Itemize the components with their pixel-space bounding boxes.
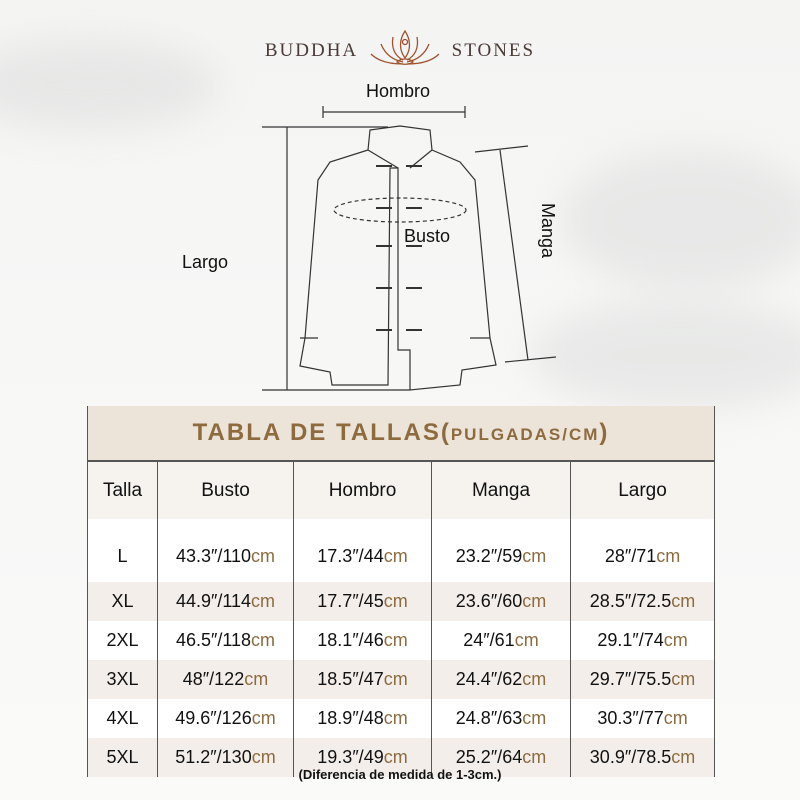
column-header: Talla — [87, 461, 158, 519]
length-label: Largo — [182, 252, 229, 272]
measurement-cell: 28″/71cm — [569, 519, 716, 582]
measurement-cell: 18.5″/47cm — [293, 660, 432, 699]
size-cell: XL — [87, 582, 158, 621]
brand-left: BUDDHA — [264, 40, 359, 61]
mountain-mist — [560, 150, 800, 290]
column-header: Busto — [157, 461, 294, 519]
size-cell: 3XL — [87, 660, 158, 699]
measurement-cell: 18.1″/46cm — [293, 621, 432, 660]
table-title: TABLA DE TALLAS(PULGADAS/CM) — [86, 406, 716, 462]
chest-measure-line — [333, 197, 467, 223]
measurement-cell: 44.9″/114cm — [157, 582, 294, 621]
measurement-cell: 19.3″/49cm — [293, 738, 432, 777]
table-row: 3XL 48″/122cm 18.5″/47cm 24.4″/62cm 29.7″/75… — [87, 660, 716, 699]
measurement-note: (Diferencia de medida de 1-3cm.) — [298, 767, 502, 782]
brand-right: STONES — [451, 40, 536, 61]
measurement-cell: 18.9″/48cm — [293, 699, 432, 738]
sleeve-label: Manga — [538, 202, 559, 259]
table-row: 5XL 51.2″/130cm 19.3″/49cm 25.2″/64cm 30.9″/… — [87, 738, 716, 777]
measurement-cell: 17.3″/44cm — [293, 519, 432, 582]
measurement-cell: 30.9″/78.5cm — [569, 738, 716, 777]
size-table: TABLA DE TALLAS(PULGADAS/CM) Talla Busto… — [86, 406, 716, 777]
measurement-cell: 25.2″/64cm — [431, 738, 571, 777]
table-row: 4XL 49.6″/126cm 18.9″/48cm 24.8″/63cm 30.3″/… — [87, 699, 716, 738]
mountain-mist — [530, 300, 800, 410]
measurement-cell: 51.2″/130cm — [157, 738, 294, 777]
measurement-cell: 49.6″/126cm — [157, 699, 294, 738]
measurement-cell: 29.1″/74cm — [569, 621, 716, 660]
column-header: Manga — [431, 461, 571, 519]
sleeve-measure-line — [499, 149, 529, 361]
shoulder-label: Hombro — [366, 81, 431, 101]
column-header: Hombro — [293, 461, 432, 519]
lotus-meditation-icon — [365, 28, 445, 74]
measurement-cell: 23.6″/60cm — [431, 582, 571, 621]
column-header: Largo — [569, 461, 716, 519]
measurement-cell: 30.3″/77cm — [569, 699, 716, 738]
size-cell: 2XL — [87, 621, 158, 660]
measurement-cell: 43.3″/110cm — [157, 519, 294, 582]
jacket-outline — [299, 125, 497, 391]
measurement-cell: 46.5″/118cm — [157, 621, 294, 660]
chest-label: Busto — [404, 226, 451, 246]
size-cell: 4XL — [87, 699, 158, 738]
measurement-cell: 48″/122cm — [157, 660, 294, 699]
table-row: XL 44.9″/114cm 17.7″/45cm 23.6″/60cm 28.5″/7… — [87, 582, 716, 621]
table-row: L 43.3″/110cm 17.3″/44cm 23.2″/59cm 28″/71cm — [87, 519, 716, 582]
measurement-cell: 17.7″/45cm — [293, 582, 432, 621]
measurement-cell: 28.5″/72.5cm — [569, 582, 716, 621]
size-cell: L — [87, 519, 158, 582]
measurement-cell: 24.4″/62cm — [431, 660, 571, 699]
mountain-mist — [0, 40, 220, 130]
jacket-diagram — [262, 106, 557, 391]
measurement-cell: 24.8″/63cm — [431, 699, 571, 738]
table-row: 2XL 46.5″/118cm 18.1″/46cm 24″/61cm 29.1″/74… — [87, 621, 716, 660]
measurement-cell: 29.7″/75.5cm — [569, 660, 716, 699]
brand-logo: BUDDHA STONES — [0, 28, 800, 74]
measurement-cell: 23.2″/59cm — [431, 519, 571, 582]
measurement-cell: 24″/61cm — [431, 621, 571, 660]
